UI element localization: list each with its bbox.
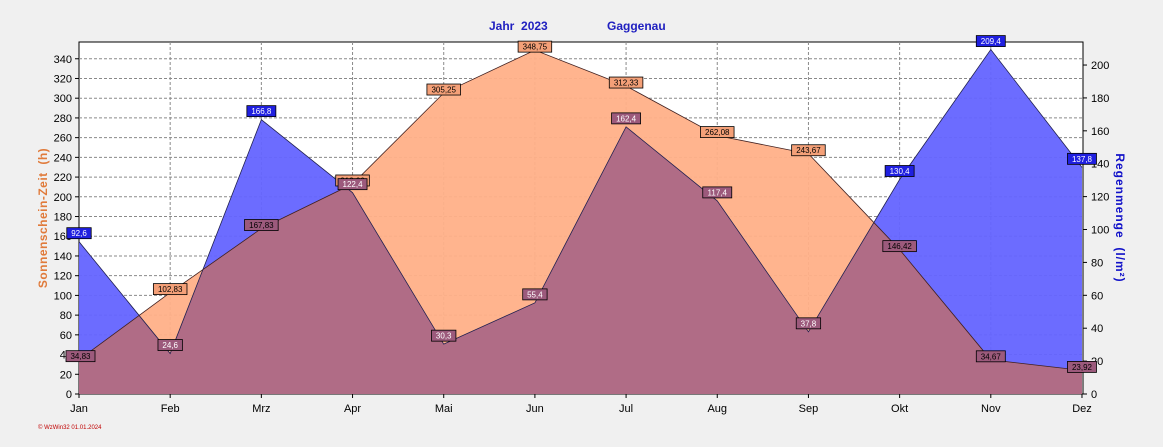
x-tick-label: Dez	[1072, 403, 1092, 415]
rain-data-label: 24,6	[162, 341, 178, 350]
y-left-tick-label: 220	[54, 172, 72, 184]
sun-data-label-box	[882, 240, 917, 253]
y-left-tick-label: 260	[54, 133, 72, 145]
data-labels: 34,83102,83167,83213,00305,25348,75312,3…	[65, 35, 1097, 373]
rain-data-label-box	[66, 227, 92, 240]
x-tick-label: Aug	[707, 403, 727, 415]
rain-data-label: 166,8	[251, 107, 272, 116]
sun-data-label-box	[426, 83, 461, 96]
y-right-tick-label: 120	[1091, 192, 1109, 204]
sun-data-label-box	[791, 144, 826, 157]
y-left-tick-label: 300	[54, 93, 72, 105]
y-left-tick-label: 280	[54, 113, 72, 125]
rain-data-label-box	[884, 165, 915, 177]
sun-data-label: 305,25	[431, 86, 456, 95]
x-tick-label: Apr	[344, 403, 361, 415]
rain-data-label-box	[702, 186, 733, 199]
y-right-tick-label: 60	[1091, 290, 1103, 302]
chart-subtitle: Gaggenau	[607, 19, 666, 33]
y-right-tick-label: 100	[1091, 225, 1109, 237]
rain-data-label-box	[611, 112, 641, 125]
x-tick-label: Sep	[799, 403, 819, 415]
sun-data-label-box	[65, 350, 96, 363]
sun-data-label-box	[152, 283, 188, 296]
x-tick-label: Feb	[161, 403, 180, 415]
x-tick-label: Mrz	[252, 403, 270, 415]
sun-data-label: 23,92	[1072, 363, 1093, 372]
sun-data-label: 243,67	[796, 146, 821, 155]
y-left-tick-label: 180	[54, 212, 72, 224]
x-tick-label: Jul	[619, 403, 633, 415]
rain-data-label-box	[337, 178, 368, 191]
x-tick-label: Nov	[981, 403, 1001, 415]
rain-data-label: 162,4	[616, 114, 637, 123]
y-left-tick-label: 60	[60, 330, 72, 342]
rain-data-label-box	[431, 329, 457, 342]
y-left-tick-label: 80	[60, 310, 72, 322]
y-left-tick-label: 140	[54, 251, 72, 263]
rain-data-label: 122,4	[343, 180, 364, 189]
x-tick-label: Jan	[70, 403, 88, 415]
sun-data-label-box	[517, 40, 553, 53]
sun-data-label-box	[1067, 361, 1097, 373]
y-axis-title-right: Regenmenge (l/m²)	[1113, 153, 1127, 282]
rain-data-label: 55,4	[527, 290, 543, 299]
y-left-tick-label: 200	[54, 192, 72, 204]
sun-data-label-box	[608, 76, 644, 89]
area-layer	[78, 48, 1083, 395]
y-right-tick-label: 80	[1091, 257, 1103, 269]
rain-line	[78, 48, 1083, 355]
rain-data-label-box	[795, 317, 822, 330]
y-right-tick-label: 0	[1091, 389, 1097, 401]
y-left-tick-label: 120	[54, 271, 72, 283]
y-left-tick-label: 100	[54, 290, 72, 302]
y-left-tick-label: 240	[54, 152, 72, 164]
y-left-tick-label: 20	[60, 369, 72, 381]
x-tick-label: Jun	[526, 403, 544, 415]
rain-data-label-box	[157, 339, 183, 351]
rain-data-label-box	[1067, 152, 1097, 165]
rain-data-label: 117,4	[708, 188, 728, 197]
y-left-tick-label: 340	[54, 54, 72, 66]
sun-data-label: 262,08	[705, 128, 730, 137]
y-right-tick-label: 40	[1091, 323, 1103, 335]
rain-data-label: 137,8	[1072, 155, 1093, 164]
sun-data-label: 102,83	[158, 285, 183, 294]
y-left-tick-label: 0	[66, 389, 72, 401]
rain-data-label: 130,4	[890, 167, 911, 176]
rain-data-label: 37,8	[801, 319, 817, 328]
sun-data-label-box	[700, 126, 735, 138]
y-axis-title-left: Sonnenschein-Zeit (h)	[36, 148, 50, 288]
axes: 0 20 40 60 80 100 120 140 160 180 200 220 240 260 280 3…	[54, 54, 1110, 415]
rain-data-label: 30,3	[436, 332, 452, 341]
y-left-tick-label: 320	[54, 73, 72, 85]
overlap-area	[79, 50, 1082, 394]
y-right-tick-label: 200	[1091, 60, 1109, 72]
sun-data-label: 348,75	[523, 43, 548, 52]
rain-data-label-box	[975, 35, 1006, 47]
y-right-tick-label: 160	[1091, 126, 1109, 138]
x-tick-label: Mai	[435, 403, 453, 415]
x-tick-label: Okt	[891, 403, 908, 415]
y-right-tick-label: 180	[1091, 93, 1109, 105]
sun-data-label: 167,83	[249, 221, 274, 230]
sun-data-label: 312,33	[614, 79, 639, 88]
sun-data-label: 34,83	[70, 352, 91, 361]
footer-copyright: © WzWin32 01.01.2024	[38, 424, 102, 431]
sun-line	[78, 49, 1083, 371]
sun-data-label-box	[244, 219, 279, 231]
rain-data-label: 92,6	[71, 229, 87, 238]
rain-data-label: 209,4	[981, 37, 1002, 46]
sun-data-label: 146,42	[887, 242, 912, 251]
rain-data-label-box	[246, 105, 277, 118]
sun-data-label-box	[975, 350, 1006, 363]
rain-data-label-box	[522, 288, 548, 301]
sun-data-label: 34,67	[981, 352, 1002, 361]
chart-title: Jahr 2023	[489, 19, 548, 33]
